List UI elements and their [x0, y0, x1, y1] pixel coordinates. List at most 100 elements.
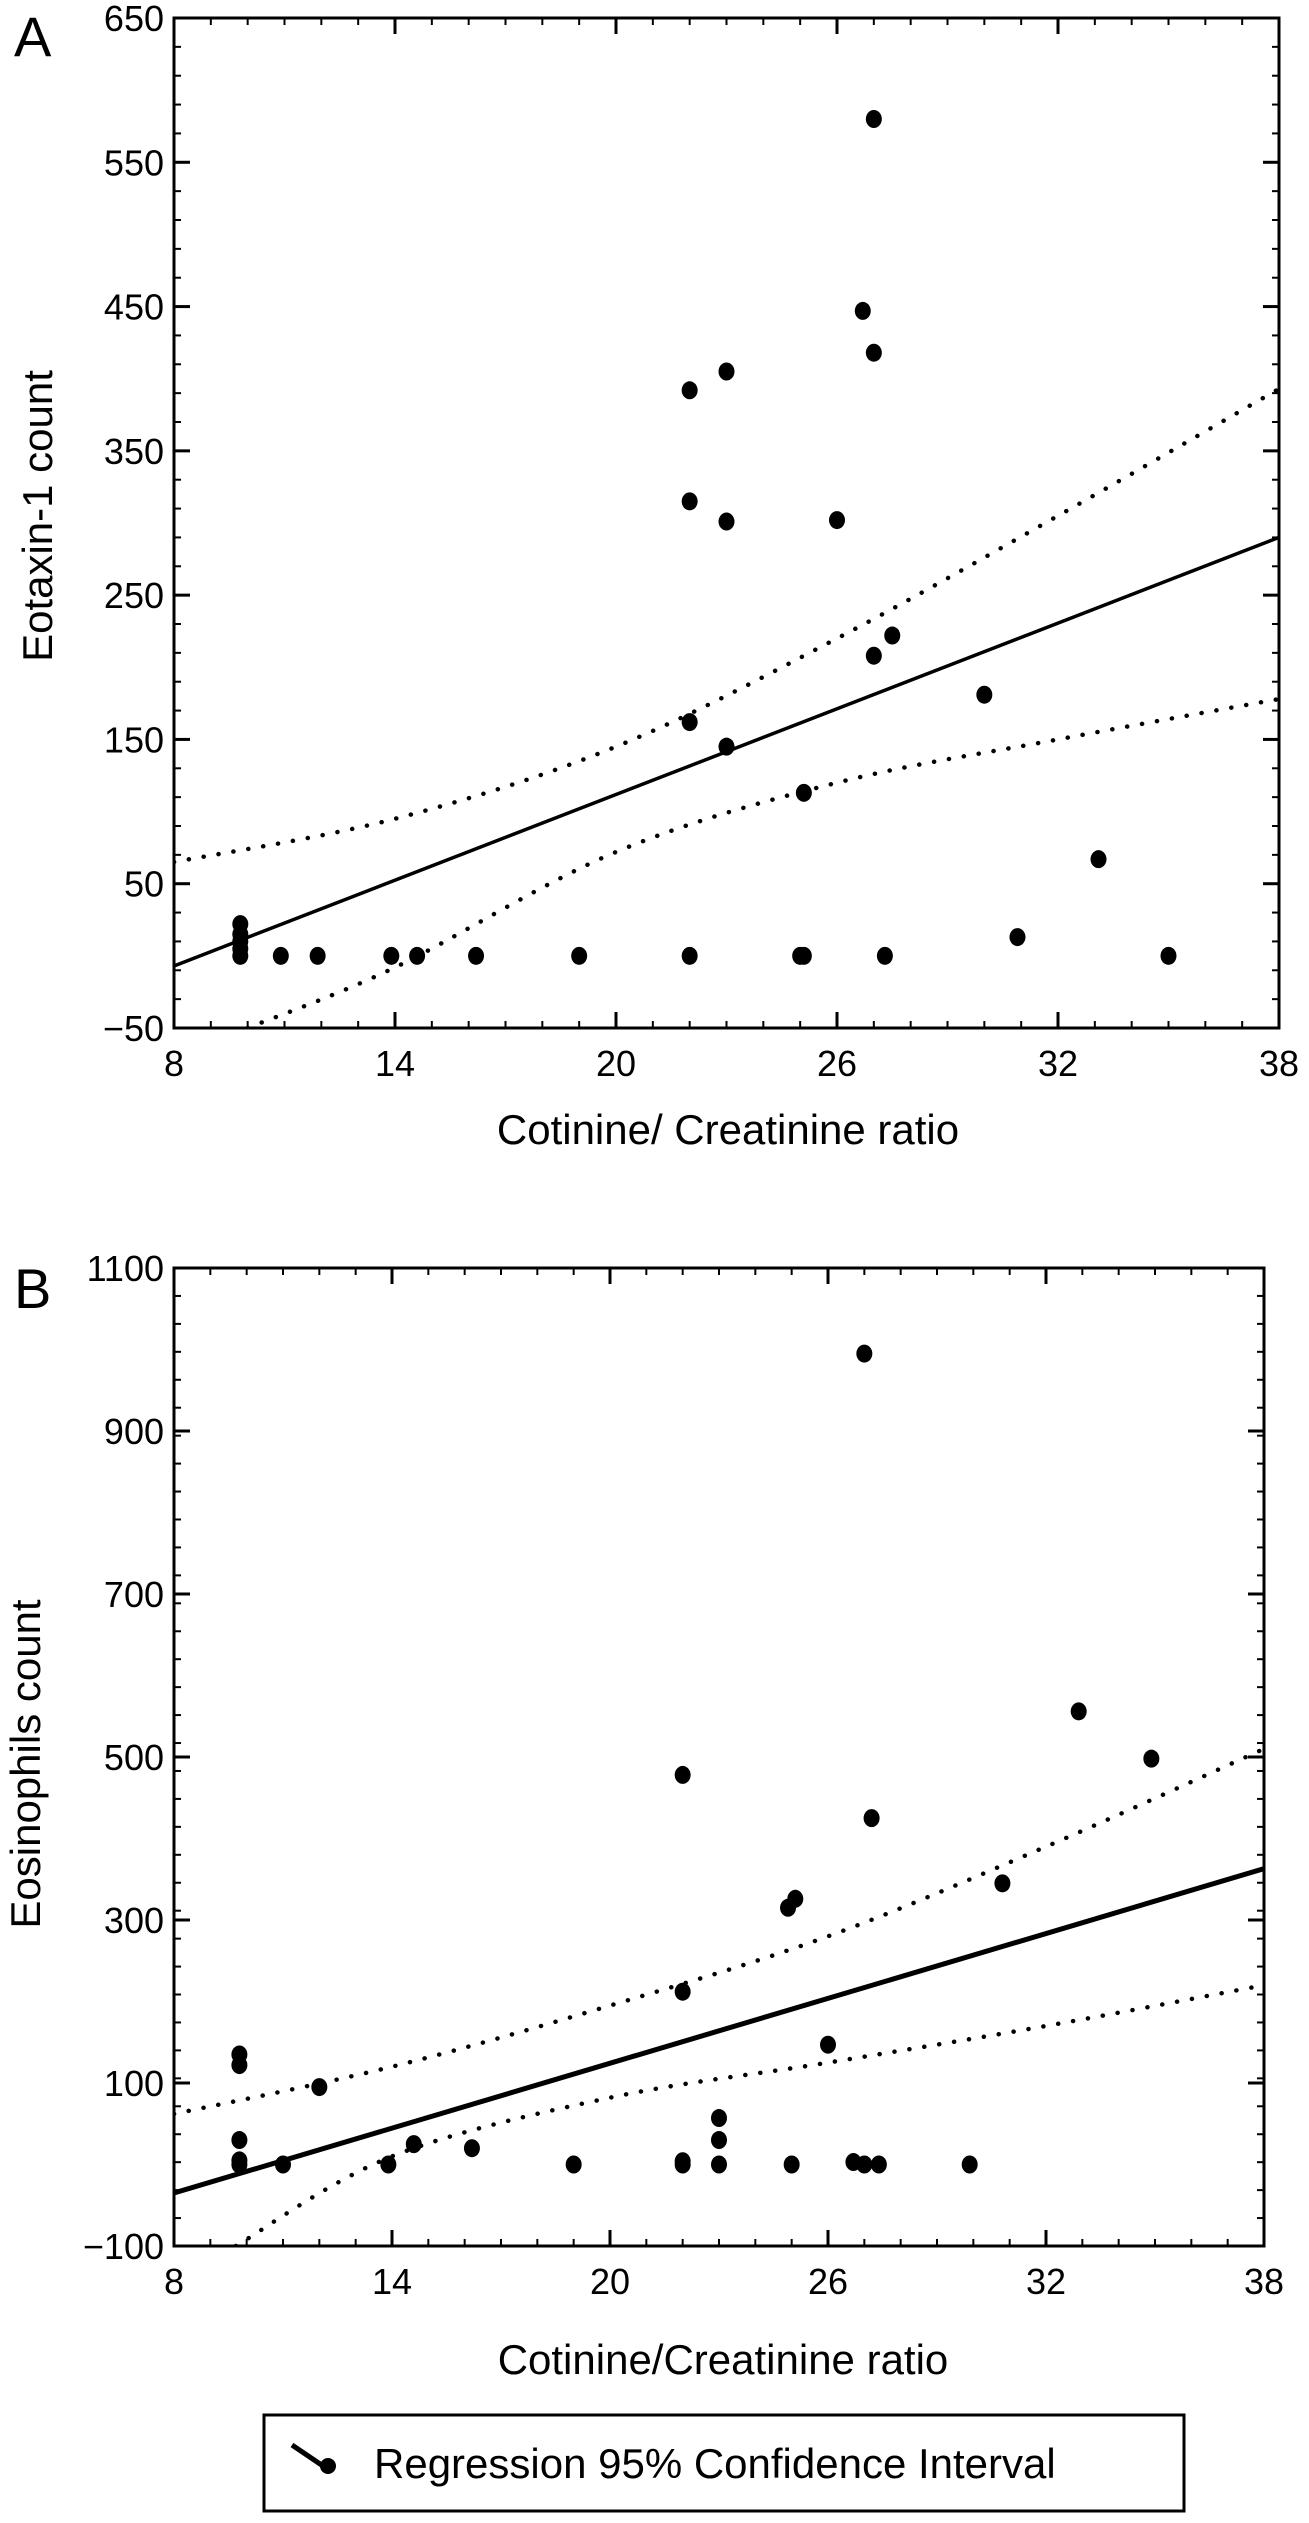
- panel-b-data-point: [311, 2078, 328, 2097]
- panel-a-x-tick-label: 20: [596, 1043, 636, 1084]
- panel-b-data-point: [231, 2045, 248, 2064]
- panel-b-y-tick-label: 900: [104, 1411, 164, 1452]
- panel-a-data-point: [795, 946, 812, 965]
- panel-a-data-point: [468, 946, 485, 965]
- panel-a-ci-lower-curve: [245, 696, 1279, 1028]
- panel-b-x-tick-label: 14: [372, 2261, 412, 2302]
- panel-b-x-tick-label: 26: [808, 2261, 848, 2302]
- panel-a-data-point: [383, 946, 400, 965]
- panel-a-data-point: [865, 110, 882, 128]
- panel-a-data-point: [309, 946, 326, 965]
- panel-a-y-tick-label: 350: [104, 431, 164, 472]
- panel-b-data-point: [711, 2131, 727, 2150]
- panel-a-data-point: [1090, 850, 1107, 869]
- panel-b-y-axis-title: Eosinophils count: [2, 1599, 49, 1929]
- panel-a-plot-area: 8 14 20 26 32 38 −50 50 150 250 350 450 550 650: [103, 0, 1299, 1084]
- panel-a: A 8 14 20 26 32 38 −50 50 150 250 350 450 550 650 Eot…: [14, 0, 1299, 1153]
- panel-b-data-point: [231, 2151, 248, 2170]
- panel-b-y-tick-label: 100: [104, 2063, 164, 2104]
- panel-a-data-point: [681, 946, 698, 965]
- panel-b-data-point: [463, 2139, 480, 2158]
- panel-b-data-point: [961, 2155, 978, 2174]
- panel-a-data-point: [876, 946, 893, 965]
- panel-a-data-point: [272, 946, 289, 965]
- panel-b-data-point: [856, 2155, 873, 2174]
- panel-b-y-tick-label: 500: [104, 1737, 164, 1778]
- panel-b-data-point: [380, 2155, 397, 2174]
- panel-b-y-tick-label: 300: [104, 1900, 164, 1941]
- panel-b-data-point: [674, 1982, 691, 2001]
- panel-b: B 8 14 20 26 32 38 −100 100 300 500 700 900 1100 Eos…: [2, 1248, 1284, 2383]
- panel-b-x-tick-label: 38: [1244, 2261, 1284, 2302]
- panel-a-data-point: [1009, 928, 1026, 947]
- panel-a-x-tick-label: 14: [375, 1043, 415, 1084]
- panel-b-data-point: [405, 2135, 422, 2154]
- panel-a-data-point: [865, 646, 882, 665]
- panel-a-x-tick-label: 8: [164, 1043, 184, 1084]
- panel-a-y-tick-label: 650: [104, 0, 164, 39]
- panel-a-data-point: [681, 492, 698, 511]
- panel-b-y-tick-label: 1100: [87, 1248, 164, 1289]
- panel-b-data-point: [674, 2152, 691, 2171]
- panel-a-data-point: [409, 946, 426, 965]
- panel-b-data-point: [856, 1344, 873, 1363]
- legend: Regression 95% Confidence Interval: [262, 2413, 1186, 2513]
- legend-point-sample: [320, 2458, 336, 2474]
- panel-b-x-tick-label: 20: [590, 2261, 630, 2302]
- panel-a-x-tick-label: 38: [1259, 1043, 1299, 1084]
- panel-b-data-point: [820, 2035, 836, 2054]
- panel-b-x-tick-label: 32: [1026, 2261, 1066, 2302]
- panel-b-x-axis-title: Cotinine/Creatinine ratio: [498, 2336, 949, 2383]
- panel-a-data-point: [865, 343, 882, 362]
- panel-a-data-point: [884, 626, 901, 645]
- panel-b-data-point: [711, 2155, 727, 2174]
- panel-b-data-point: [674, 1765, 691, 1784]
- legend-box: [262, 2413, 1186, 2513]
- panel-b-data-point: [1143, 1749, 1160, 1768]
- panel-b-letter: B: [14, 1257, 51, 1320]
- panel-a-ci-upper-curve: [174, 386, 1279, 865]
- panel-a-series-group: [174, 110, 1279, 1028]
- panel-a-data-point: [976, 685, 993, 704]
- panel-a-data-point: [718, 737, 735, 756]
- panel-a-y-tick-label: 150: [104, 719, 164, 760]
- panel-b-data-point: [783, 2155, 800, 2174]
- panel-b-plot-area: 8 14 20 26 32 38 −100 100 300 500 700 900 1100: [83, 1248, 1284, 2302]
- panel-b-data-point: [1070, 1702, 1087, 1721]
- panel-a-data-point: [795, 783, 812, 802]
- legend-label: Regression 95% Confidence Interval: [374, 2440, 1056, 2487]
- panel-b-x-tick-label: 8: [164, 2261, 184, 2302]
- panel-a-data-point: [1160, 946, 1177, 965]
- panel-a-data-point: [829, 511, 845, 530]
- panel-b-data-point: [711, 2109, 727, 2128]
- panel-b-data-point: [565, 2155, 582, 2174]
- panel-a-data-point: [718, 512, 735, 531]
- panel-a-x-tick-label: 32: [1038, 1043, 1078, 1084]
- panel-a-y-axis-title: Eotaxin-1 count: [14, 370, 61, 662]
- panel-a-x-tick-label: 26: [817, 1043, 857, 1084]
- panel-a-y-tick-label: −50: [103, 1008, 164, 1049]
- panel-a-y-tick-label: 450: [104, 287, 164, 328]
- panel-a-y-tick-label: 550: [104, 142, 164, 183]
- panel-b-data-point: [870, 2155, 887, 2174]
- panel-b-y-tick-label: −100: [83, 2226, 164, 2267]
- panel-a-y-tick-label: 250: [104, 575, 164, 616]
- panel-b-ci-upper-curve: [174, 1746, 1264, 2117]
- panel-a-data-point: [681, 713, 698, 732]
- panel-a-data-point: [232, 915, 249, 934]
- panel-a-data-point: [718, 362, 735, 381]
- panel-b-series-group: [174, 1344, 1264, 2246]
- panel-a-y-tick-label: 50: [124, 864, 164, 905]
- panel-b-data-point: [275, 2155, 291, 2174]
- panel-a-data-point: [854, 301, 871, 320]
- panel-a-x-axis-title: Cotinine/ Creatinine ratio: [497, 1106, 959, 1153]
- panel-b-y-tick-label: 700: [104, 1574, 164, 1615]
- panel-b-data-point: [994, 1874, 1011, 1893]
- panel-b-data-point: [231, 2131, 248, 2150]
- panel-b-plot-frame: [172, 1266, 1266, 2248]
- panel-a-data-point: [571, 946, 588, 965]
- panel-a-data-point: [681, 381, 698, 400]
- panel-b-regression-line: [174, 1866, 1264, 2196]
- panel-b-ci-lower-curve: [233, 1982, 1264, 2246]
